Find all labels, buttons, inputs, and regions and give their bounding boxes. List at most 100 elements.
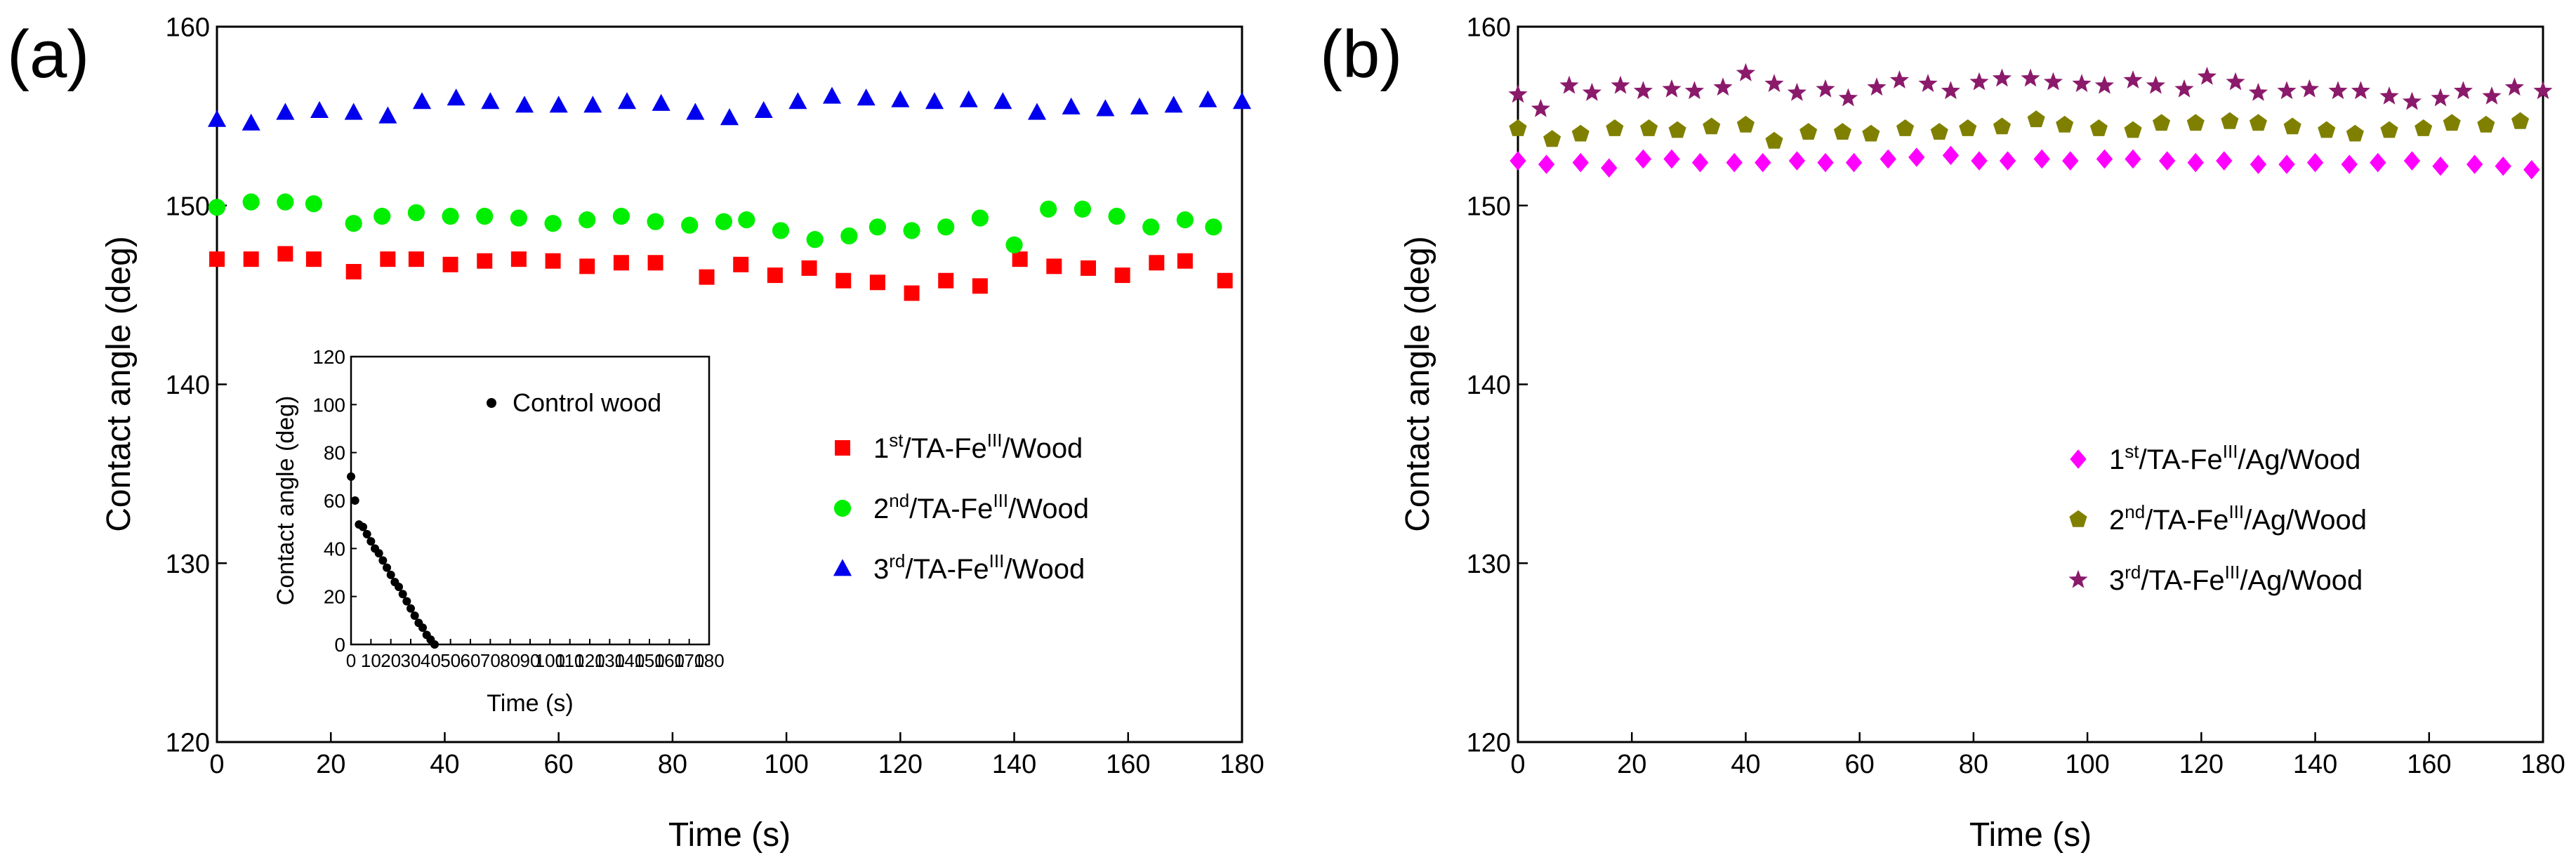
inset-data-points	[347, 472, 439, 649]
panel-a-data-points	[207, 86, 1252, 301]
inset-point	[398, 590, 407, 599]
panel-b-series-3-point	[2379, 86, 2399, 105]
panel-b-series-2-point	[2027, 110, 2045, 128]
panel-a-series-2-point	[1074, 200, 1091, 218]
panel-a-series-3-point	[1164, 95, 1183, 113]
panel-b-data-points	[1508, 62, 2553, 180]
panel-b-series-1-point	[1634, 149, 1652, 169]
panel-a-x-tick-label: 0	[209, 750, 224, 779]
panel-a-legend: 1st/TA-FeIII/Wood 2nd/TA-FeIII/Wood 3rd/TA…	[833, 430, 1089, 585]
panel-a-series-1-point	[1217, 272, 1233, 289]
panel-a-x-axis-label: Time (s)	[668, 816, 791, 854]
panel-a-series-1-point	[767, 267, 783, 284]
panel-b-legend-label-2: 2nd/TA-FeIII/Ag/Wood	[2109, 501, 2367, 536]
panel-a-y-tick-label: 140	[166, 371, 210, 400]
panel-b-series-3-point	[1816, 79, 1835, 98]
panel-b-series-1-point	[2033, 149, 2050, 169]
panel-a-series-3-point	[959, 90, 978, 107]
panel-b-series-1-point	[2062, 151, 2079, 171]
panel-b-series-3-point	[1531, 98, 1550, 117]
panel-a-legend-marker-2	[833, 499, 852, 517]
inset-x-tick-label: 60	[461, 650, 481, 671]
panel-a-series-1-point	[613, 255, 629, 271]
panel-b-series-3-point	[1662, 79, 1682, 98]
panel-b-x-tick-label: 40	[1731, 750, 1760, 779]
panel-a-x-tick-label: 160	[1106, 750, 1150, 779]
panel-a-y-tick-label: 150	[166, 192, 210, 221]
panel-a-series-1-point	[305, 251, 322, 267]
panel-b-x-tick-label: 80	[1959, 750, 1988, 779]
panel-a-series-2-point	[868, 218, 886, 236]
panel-b-series-1-point	[1755, 152, 1771, 173]
panel-b-y-tick-label: 120	[1467, 729, 1511, 758]
panel-a-series-3-point	[583, 95, 602, 113]
panel-a-series-2-point	[840, 227, 858, 245]
panel-b-legend-label-1: 1st/TA-FeIII/Ag/Wood	[2109, 441, 2360, 475]
panel-a-series-3-point	[1062, 97, 1081, 114]
panel-b-series-3-point	[2072, 74, 2092, 93]
panel-a-legend-label-1: 1st/TA-FeIII/Wood	[873, 430, 1083, 464]
inset-y-axis-label: Contact angle (deg)	[272, 396, 299, 606]
panel-a-series-2-point	[510, 209, 527, 227]
panel-a-x-tick-label: 60	[544, 750, 574, 779]
panel-b-series-3-point	[1838, 88, 1858, 107]
panel-a-series-2-point	[407, 204, 425, 222]
panel-b-legend-label-3: 3rd/TA-FeIII/Ag/Wood	[2109, 562, 2363, 596]
panel-b-series-3-point	[2094, 75, 2114, 94]
panel-b-series-3-point	[1918, 74, 1938, 93]
panel-a-series-2-point	[1205, 218, 1222, 236]
panel-b-series-2-point	[2415, 119, 2433, 136]
inset-point	[378, 556, 388, 565]
panel-b-series-3-point	[2226, 72, 2245, 91]
panel-a-legend-marker-1	[835, 440, 850, 456]
panel-b-series-3-point	[1787, 83, 1806, 101]
inset-x-tick-label: 30	[401, 650, 421, 671]
panel-a-series-3-point	[822, 86, 842, 104]
inset-y-tick-label: 60	[324, 490, 345, 512]
inset-point	[383, 563, 391, 572]
panel-b-y-tick-label: 140	[1467, 371, 1511, 400]
panel-a-series-3-point	[378, 106, 397, 124]
panel-b-series-2-point	[2124, 121, 2142, 138]
inset-point	[386, 570, 395, 579]
panel-a-series-3-point	[652, 93, 671, 111]
panel-b-series-3-point	[1867, 77, 1887, 96]
panel-b-series-3-point	[1992, 68, 2012, 87]
panel-a-series-3-point	[788, 92, 807, 110]
panel-b-series-2-point	[2249, 114, 2267, 131]
panel-a: (a) 0 20 40 60 80 100 120 140 160 180120130140150…	[7, 13, 1264, 854]
panel-b-series-1-point	[1726, 152, 1743, 173]
panel-b-series-3-point	[2248, 83, 2268, 101]
panel-a-series-1-point	[1081, 260, 1096, 276]
panel-a-series-2-point	[1108, 207, 1125, 225]
inset-x-tick-label: 70	[480, 650, 501, 671]
panel-b-series-2-point	[1606, 119, 1624, 136]
panel-a-legend-label-2: 2nd/TA-FeIII/Wood	[873, 490, 1089, 524]
panel-b-series-1-point	[2216, 151, 2233, 171]
panel-b-series-1-point	[1663, 149, 1680, 169]
panel-b-series-3-point	[2299, 79, 2319, 98]
panel-b-series-2-point	[2346, 124, 2364, 142]
panel-b-series-3-point	[2123, 70, 2143, 88]
panel-b-x-axis-label: Time (s)	[1969, 816, 2092, 854]
panel-a-y-tick-label: 160	[166, 13, 210, 43]
panel-b-y-axis-label: Contact angle (deg)	[1399, 236, 1436, 532]
panel-b-series-3-point	[2482, 86, 2502, 105]
panel-b-series-3-point	[2453, 81, 2473, 100]
panel-a-plot-frame	[216, 25, 1243, 743]
panel-a-series-3-point	[481, 92, 500, 110]
panel-a-series-3-point	[1096, 99, 1115, 117]
panel-a-series-1-point	[510, 251, 527, 267]
panel-a-legend-marker-3	[833, 559, 852, 576]
panel-a-series-1-point	[972, 278, 988, 294]
panel-a-series-1-point	[699, 269, 715, 285]
inset-x-tick-label: 100	[535, 650, 565, 671]
panel-b-series-1-point	[1601, 158, 1618, 178]
panel-a-series-3-point	[617, 92, 637, 110]
panel-b-series-1-point	[2125, 149, 2141, 169]
panel-b-label: (b)	[1320, 17, 1402, 92]
panel-b-series-3-point	[2328, 81, 2348, 100]
panel-b-series-3-point	[1508, 84, 1528, 103]
panel-a-series-1-point	[1046, 258, 1062, 274]
